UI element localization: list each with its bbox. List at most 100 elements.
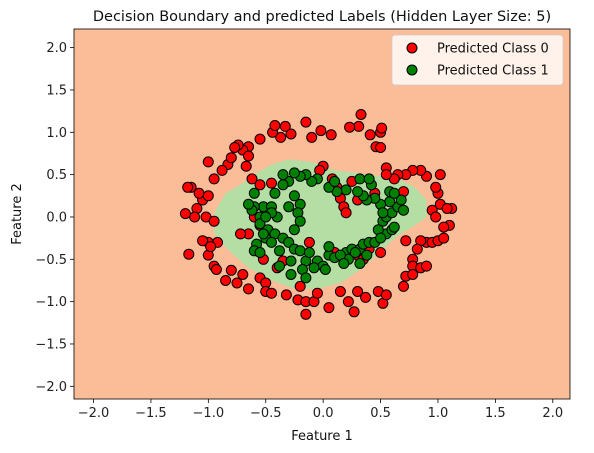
point-class1-22	[319, 264, 331, 275]
point-class0-47	[225, 264, 237, 276]
point-class0-73	[398, 280, 409, 292]
point-class0-4	[306, 131, 318, 143]
point-class1-40	[395, 194, 407, 206]
point-class1-62	[288, 190, 300, 202]
point-class1-72	[285, 269, 297, 280]
point-class0-40	[197, 235, 209, 247]
point-class1-48	[354, 173, 366, 185]
y-tick-label: −2.0	[35, 380, 67, 395]
point-class0-122	[193, 187, 205, 199]
point-class0-62	[311, 287, 323, 299]
point-class0-130	[375, 247, 387, 258]
point-class0-34	[189, 211, 201, 223]
point-class0-16	[376, 122, 388, 134]
point-class0-6	[275, 131, 287, 143]
x-tick-label: 0.5	[370, 406, 391, 421]
point-class1-84	[329, 175, 341, 187]
point-class0-35	[179, 208, 191, 220]
point-class1-39	[398, 204, 409, 216]
point-class0-48	[231, 277, 243, 289]
y-tick-label: 0.5	[46, 168, 67, 183]
y-tick-label: −1.5	[35, 337, 67, 352]
y-tick-label: 2.0	[46, 41, 67, 56]
point-class0-11	[269, 120, 281, 131]
point-class1-34	[388, 221, 400, 233]
point-class0-25	[225, 152, 237, 164]
point-class1-57	[288, 167, 300, 179]
point-class0-18	[375, 142, 387, 153]
point-class0-24	[229, 142, 241, 153]
x-tick-label: −1.0	[193, 406, 225, 421]
point-class0-58	[294, 280, 306, 292]
point-class0-86	[438, 221, 450, 233]
point-class0-68	[348, 306, 360, 318]
point-class1-69	[308, 262, 320, 274]
point-class0-123	[202, 190, 214, 202]
point-class0-28	[208, 173, 220, 185]
point-class0-64	[334, 286, 346, 297]
point-class1-71	[274, 260, 285, 272]
point-class1-90	[274, 245, 285, 257]
x-tick-label: −1.5	[135, 406, 167, 421]
point-class1-74	[323, 241, 335, 253]
point-class1-60	[269, 187, 281, 199]
legend: Predicted Class 0 Predicted Class 1	[391, 34, 564, 86]
point-class0-41	[183, 248, 195, 260]
point-class0-51	[243, 283, 254, 295]
point-class0-120	[400, 235, 412, 247]
y-tick-label: 1.0	[46, 126, 67, 141]
point-class0-14	[364, 129, 376, 141]
y-tick-label: −1.0	[35, 295, 67, 310]
point-class1-78	[361, 249, 373, 261]
x-axis: −2.0 −1.5 −1.0 −0.5 0.0 0.5 1.0 1.5 2.0	[78, 399, 563, 421]
point-class1-88	[260, 211, 272, 223]
point-class0-84	[438, 232, 450, 244]
point-class1-67	[288, 224, 300, 236]
y-axis: −2.0 −1.5 −1.0 −0.5 0.0 0.5 1.0 1.5 2.0	[35, 41, 74, 395]
point-class1-83	[388, 187, 400, 199]
point-class0-27	[216, 164, 228, 176]
point-class0-46	[210, 264, 222, 275]
point-class0-31	[182, 181, 194, 193]
point-class1-17	[294, 245, 306, 257]
point-class1-66	[294, 215, 306, 227]
points-layer	[179, 109, 458, 320]
point-class1-64	[283, 201, 295, 213]
legend-label-class0: Predicted Class 0	[437, 42, 549, 57]
point-class0-8	[285, 128, 297, 140]
y-tick-label: 0.0	[46, 210, 67, 225]
plot-area	[74, 29, 570, 399]
point-class1-18	[285, 255, 297, 267]
point-class0-121	[205, 241, 217, 253]
x-tick-label: −0.5	[250, 406, 282, 421]
point-class0-112	[340, 207, 352, 219]
legend-label-class1: Predicted Class 1	[437, 64, 549, 79]
legend-marker-class1	[406, 64, 418, 76]
point-class1-61	[248, 187, 260, 199]
x-tick-label: 2.0	[542, 406, 563, 421]
point-class0-118	[254, 179, 266, 191]
point-class1-77	[354, 258, 366, 269]
point-class0-44	[235, 228, 246, 240]
point-class1-91	[338, 258, 350, 269]
point-class0-21	[243, 150, 254, 162]
point-class0-113	[303, 236, 315, 248]
point-class0-0	[355, 109, 367, 120]
point-class1-49	[363, 173, 375, 185]
point-class1-89	[243, 198, 254, 210]
point-class0-3	[315, 125, 327, 137]
point-class0-117	[266, 177, 277, 189]
point-class0-61	[300, 308, 312, 320]
point-class0-79	[411, 243, 423, 255]
point-class0-1	[353, 120, 365, 132]
point-class0-81	[421, 260, 432, 272]
point-class1-50	[340, 184, 352, 196]
point-class0-2	[344, 121, 356, 133]
point-class1-12	[254, 247, 266, 258]
point-class0-55	[266, 287, 277, 299]
point-class0-92	[434, 169, 446, 181]
x-tick-label: 1.0	[428, 406, 449, 421]
legend-marker-class0	[406, 42, 418, 54]
point-class0-56	[280, 289, 292, 301]
